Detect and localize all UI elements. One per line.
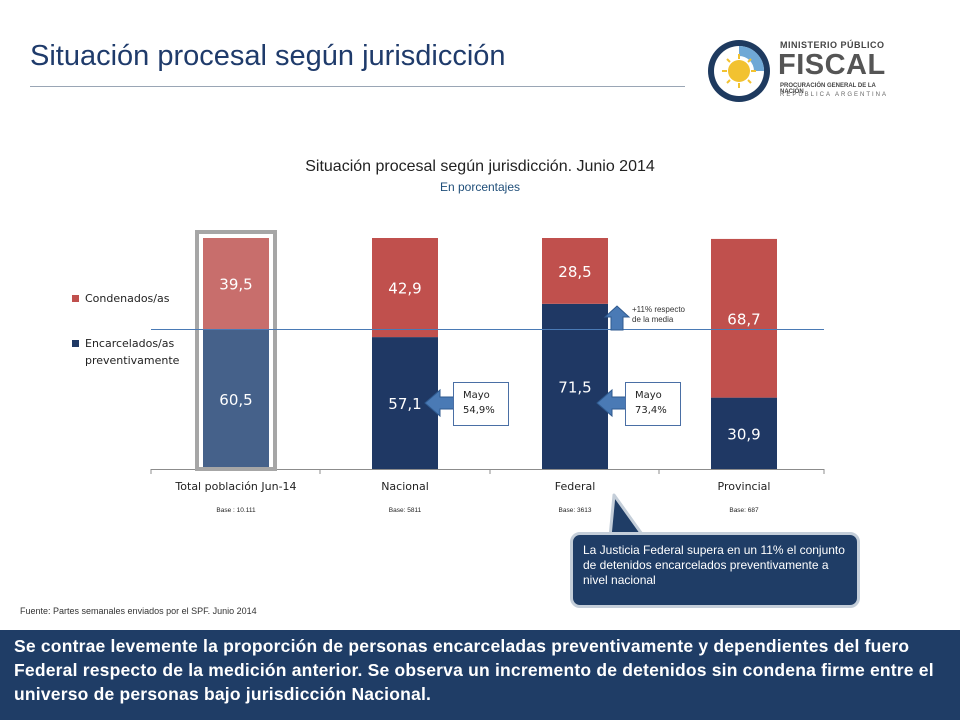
summary-bar [0, 630, 960, 720]
total-bar-highlight [195, 230, 277, 471]
logo-line3: PROCURACIÓN GENERAL DE LA NACIÓN [780, 83, 876, 95]
sun-emblem-icon [708, 40, 770, 102]
bar-encarcelados-2 [542, 303, 608, 469]
federal-note-line2: de la media [632, 315, 674, 324]
arrow-up-icon-federal [603, 305, 631, 331]
logo-line4: REPÚBLICA ARGENTINA [780, 92, 889, 98]
mayo-federal-label: Mayo [635, 390, 662, 401]
title-divider [30, 86, 685, 87]
x-tick-label-1: Nacional [381, 480, 429, 493]
legend-label-encarcelados: Encarcelados/as preventivamente [85, 337, 180, 367]
chart-title: Situación procesal según jurisdicción. J… [305, 158, 655, 175]
page-title: Situación procesal según jurisdicción [30, 40, 506, 72]
mayo-nacional-value: 54,9% [463, 405, 495, 416]
bar-condenados-0 [203, 238, 269, 330]
source-note: Fuente: Partes semanales enviados por el… [20, 606, 257, 616]
x-tick-label-3: Provincial [718, 480, 771, 493]
mayo-federal-box: Mayo 73,4% [625, 382, 681, 426]
data-label-condenados-1: 42,9 [388, 280, 421, 298]
base-label-3: Base: 687 [729, 507, 759, 514]
bar-encarcelados-3 [711, 397, 777, 469]
federal-callout: La Justicia Federal supera en un 11% el … [570, 532, 860, 608]
bar-encarcelados-0 [203, 329, 269, 469]
data-label-encarcelados-3: 30,9 [727, 425, 760, 443]
bar-condenados-2 [542, 238, 608, 304]
data-label-condenados-3: 68,7 [727, 310, 760, 328]
mayo-nacional-box: Mayo 54,9% [453, 382, 509, 426]
legend-label-condenados: Condenados/as [85, 292, 170, 305]
legend-swatch-encarcelados [72, 340, 79, 347]
legend-item-encarcelados: Encarcelados/as preventivamente [72, 335, 200, 369]
data-label-encarcelados-0: 60,5 [219, 391, 252, 409]
x-tick-label-2: Federal [555, 480, 596, 493]
mayo-federal-value: 73,4% [635, 405, 667, 416]
federal-note-line1: +11% respecto [632, 305, 685, 314]
base-label-1: Base: 5811 [389, 507, 422, 514]
stacked-bar-chart: 60,5 39,5 Total población Jun-14 Base : 10.… [150, 230, 825, 514]
chart-legend: Condenados/as Encarcelados/as preventiva… [72, 290, 200, 397]
bar-condenados-3 [711, 238, 777, 398]
chart-subtitle: En porcentajes [439, 180, 521, 194]
base-label-2: Base: 3613 [559, 507, 592, 514]
data-label-condenados-2: 28,5 [558, 263, 591, 281]
logo-line2: FISCAL [778, 49, 886, 81]
legend-item-condenados: Condenados/as [72, 290, 200, 307]
bar-condenados-1 [372, 238, 438, 338]
federal-note: +11% respecto de la media [632, 305, 685, 325]
x-tick-label-0: Total población Jun-14 [174, 480, 296, 493]
base-label-0: Base : 10.111 [216, 507, 256, 514]
summary-text: Se contrae levemente la proporción de pe… [14, 636, 934, 704]
data-label-encarcelados-1: 57,1 [388, 395, 421, 413]
mayo-nacional-label: Mayo [463, 390, 490, 401]
data-label-condenados-0: 39,5 [219, 276, 252, 294]
data-label-encarcelados-2: 71,5 [558, 378, 591, 396]
ministerio-publico-fiscal-logo: MINISTERIO PÚBLICO FISCAL PROCURACIÓN GE… [706, 38, 896, 104]
logo-line1: MINISTERIO PÚBLICO [780, 40, 885, 50]
legend-swatch-condenados [72, 295, 79, 302]
